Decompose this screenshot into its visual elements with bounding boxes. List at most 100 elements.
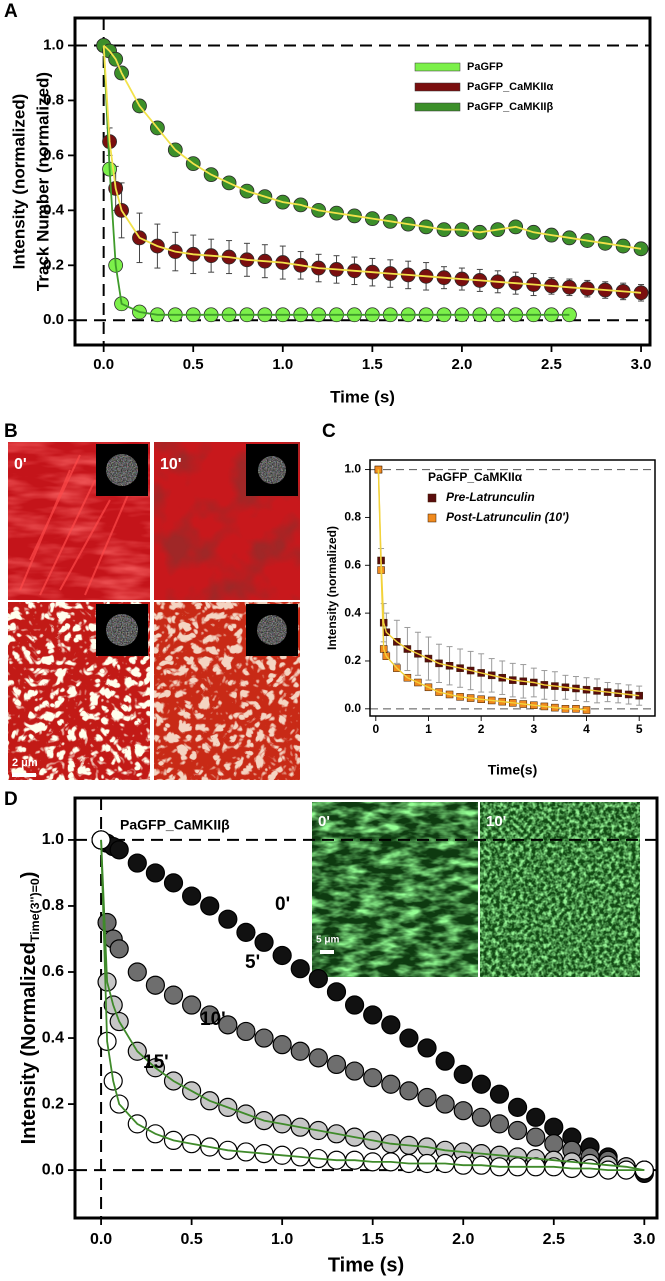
data-point: [471, 1107, 491, 1127]
legend-swatch: [414, 102, 461, 112]
y-tick-label: 0.0: [344, 701, 361, 715]
microscopy-images-b: 2 μm 0' 10': [8, 442, 300, 780]
legend-label: PaGFP: [467, 61, 503, 73]
image-label: 10': [486, 813, 506, 830]
y-tick-label: 1.0: [43, 36, 64, 53]
x-tick-label: 2.0: [452, 1231, 474, 1248]
image-label: 0': [318, 813, 330, 830]
data-point: [272, 945, 292, 966]
plot-frame: [73, 796, 659, 1220]
data-point: [453, 1064, 473, 1084]
image-label: 10': [160, 456, 182, 473]
x-axis-title: Time(s): [488, 762, 538, 778]
legend-label: Post-Latrunculin (10'): [446, 510, 569, 524]
data-point: [417, 1038, 437, 1058]
data-point: [145, 975, 166, 995]
curve-label: 10': [200, 1009, 226, 1030]
data-point: [544, 1117, 564, 1137]
data-point: [308, 1048, 328, 1068]
data-point: [236, 1021, 256, 1042]
y-axis-title: Track Number (normalized): [33, 72, 52, 291]
x-tick-label: 3: [530, 722, 537, 736]
data-point: [163, 873, 184, 893]
inset-spot: [106, 454, 138, 486]
series-line: [100, 839, 645, 1171]
data-point: [544, 1134, 564, 1154]
data-point: [344, 995, 365, 1015]
data-point: [145, 863, 166, 883]
chart: 0.0 0.5 1.0 1.5 2.0 2.5 3.0 0.0 0.2 0.4 0.6 0.8 1.0 T…: [9, 16, 652, 406]
y-tick-label: 0.2: [344, 653, 361, 667]
series-line: [377, 469, 640, 697]
data-point: [526, 1127, 546, 1147]
x-tick-label: 5: [636, 722, 643, 736]
data-point: [471, 1074, 491, 1094]
image-texture: [480, 802, 640, 977]
y-tick-label: 0.2: [42, 1095, 64, 1112]
microscopy-images-d: 5 μm 0' 10': [312, 802, 640, 977]
curve-label: 0': [275, 894, 290, 915]
y-tick-label: 0.8: [42, 897, 64, 914]
x-tick-label: 0.0: [93, 356, 114, 373]
legend-swatch: [414, 82, 461, 92]
plot-frame: [73, 16, 652, 347]
data-point: [127, 853, 147, 873]
curve-label: 15': [143, 1052, 169, 1073]
panel-letter: C: [322, 421, 336, 442]
data-point: [290, 1041, 310, 1061]
data-point: [363, 1005, 383, 1025]
x-tick-label: 1.5: [362, 356, 383, 373]
x-tick-label: 2: [478, 722, 485, 736]
chart: 0 1 2 3 4 5 0.0 0.2 0.4 0.6 0.8 1.0 Time(s) Intensity…: [325, 459, 656, 778]
y-axis-title-main: Intensity (Normalized: [18, 942, 40, 1144]
x-tick-label: 1.0: [271, 1231, 293, 1248]
image-fibers: [19, 454, 131, 596]
data-point: [163, 985, 184, 1005]
data-point: [363, 1068, 383, 1088]
legend-swatch: [427, 493, 437, 503]
x-axis-title: Time (s): [330, 387, 395, 406]
y-tick-label: 0.8: [43, 91, 64, 108]
data-point: [435, 1094, 455, 1114]
y-tick-label: 0.8: [344, 510, 361, 524]
data-point: [326, 982, 347, 1002]
y-tick-label: 0.2: [43, 256, 64, 273]
x-tick-label: 2.5: [543, 1231, 565, 1248]
scale-bar: [320, 950, 334, 954]
inset-spot: [257, 615, 287, 645]
data-point: [381, 1074, 401, 1094]
data-point: [453, 1101, 473, 1121]
x-tick-label: 1.5: [362, 1231, 384, 1248]
image-label: 0': [14, 456, 27, 473]
data-point: [218, 909, 238, 929]
scale-bar-label: 5 μm: [316, 935, 339, 946]
y-tick-label: 0.6: [43, 146, 64, 163]
y-tick-label: 1.0: [42, 831, 64, 848]
data-point: [200, 1005, 220, 1025]
curve-label: 5': [245, 952, 260, 973]
data-point: [344, 1061, 365, 1081]
y-axis-title: Intensity (normalized): [325, 526, 339, 650]
x-tick-label: 0.5: [180, 1231, 202, 1248]
x-tick-label: 1.0: [272, 356, 293, 373]
data-point: [326, 1054, 347, 1075]
legend-label: Pre-Latrunculin: [446, 490, 535, 504]
y-axis-title: Intensity (NormalizedTime(3'')=0): [18, 872, 42, 1145]
data-point: [290, 959, 310, 979]
data-point: [507, 1120, 528, 1141]
x-tick-label: 0.0: [90, 1231, 112, 1248]
y-tick-label: 0.4: [344, 605, 361, 619]
series-line: [377, 469, 587, 711]
chart: 0.0 0.5 1.0 1.5 2.0 2.5 3.0 0.0 0.2 0.4 0.6 0.8 1.0 T…: [18, 796, 659, 1276]
y-tick-label: 0.6: [42, 963, 64, 980]
series-line: [100, 839, 645, 1171]
x-tick-label: 3.0: [633, 1231, 655, 1248]
data-point: [182, 886, 202, 906]
data-point: [507, 1097, 528, 1117]
scale-bar-label: 2 μm: [12, 757, 38, 769]
x-tick-label: 0: [372, 722, 379, 736]
x-tick-label: 2.5: [541, 356, 562, 373]
chart-title: PaGFP_CaMKIIβ: [120, 817, 230, 833]
data-point: [200, 896, 220, 916]
